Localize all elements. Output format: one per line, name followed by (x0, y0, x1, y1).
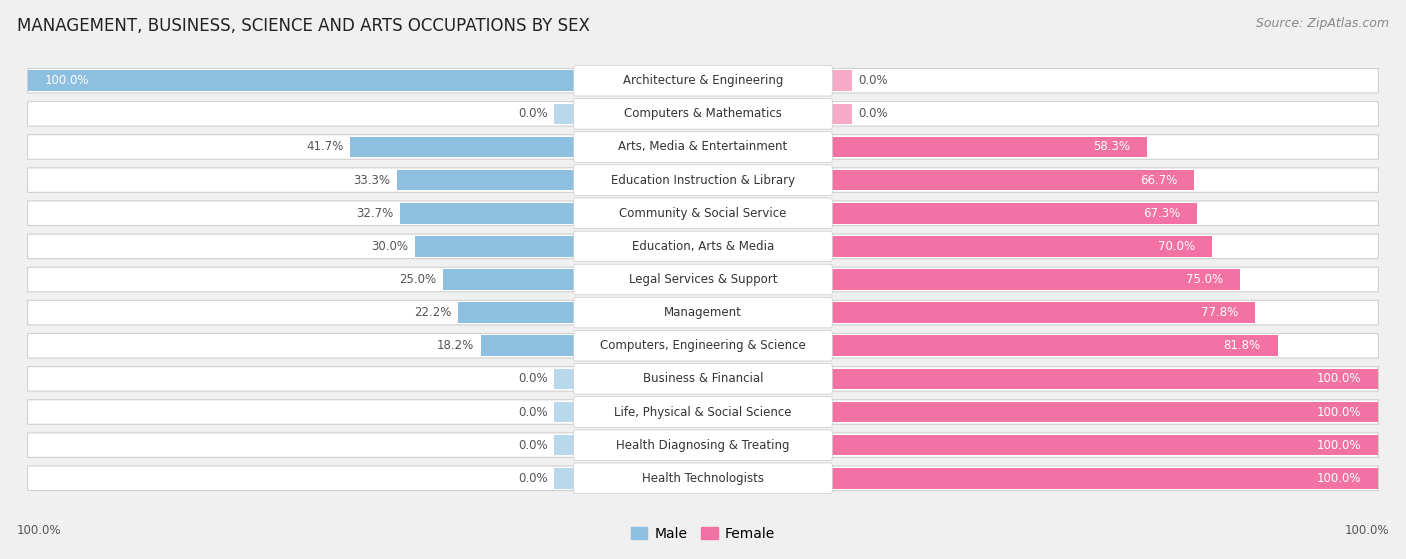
Bar (824, 103, 852, 124)
Text: 0.0%: 0.0% (858, 107, 889, 120)
Text: 0.0%: 0.0% (517, 107, 548, 120)
Text: 100.0%: 100.0% (1317, 439, 1361, 452)
Bar (554, 435, 582, 456)
Bar (824, 137, 1147, 157)
Bar (554, 368, 582, 389)
Text: 0.0%: 0.0% (517, 405, 548, 419)
Text: 75.0%: 75.0% (1185, 273, 1223, 286)
Text: 100.0%: 100.0% (1344, 524, 1389, 537)
Text: Arts, Media & Entertainment: Arts, Media & Entertainment (619, 140, 787, 154)
Text: Business & Financial: Business & Financial (643, 372, 763, 385)
Bar (824, 70, 852, 91)
Text: 30.0%: 30.0% (371, 240, 409, 253)
Text: Community & Social Service: Community & Social Service (619, 207, 787, 220)
Text: 0.0%: 0.0% (858, 74, 889, 87)
FancyBboxPatch shape (574, 364, 832, 394)
FancyBboxPatch shape (28, 367, 1378, 391)
Bar (824, 302, 1256, 323)
FancyBboxPatch shape (574, 231, 832, 262)
Text: Health Technologists: Health Technologists (643, 472, 763, 485)
Bar (824, 203, 1198, 224)
FancyBboxPatch shape (574, 264, 832, 295)
Text: Architecture & Engineering: Architecture & Engineering (623, 74, 783, 87)
Text: 67.3%: 67.3% (1143, 207, 1181, 220)
Bar (350, 137, 582, 157)
Text: 22.2%: 22.2% (415, 306, 451, 319)
Text: Education Instruction & Library: Education Instruction & Library (612, 174, 794, 187)
Bar (824, 402, 1378, 422)
Text: 25.0%: 25.0% (399, 273, 436, 286)
Bar (554, 103, 582, 124)
Text: 41.7%: 41.7% (307, 140, 343, 154)
FancyBboxPatch shape (574, 98, 832, 129)
FancyBboxPatch shape (574, 198, 832, 229)
Bar (401, 203, 582, 224)
FancyBboxPatch shape (574, 430, 832, 461)
Text: MANAGEMENT, BUSINESS, SCIENCE AND ARTS OCCUPATIONS BY SEX: MANAGEMENT, BUSINESS, SCIENCE AND ARTS O… (17, 17, 589, 35)
FancyBboxPatch shape (574, 65, 832, 96)
Bar (481, 335, 582, 356)
Bar (443, 269, 582, 290)
Bar (396, 170, 582, 191)
Text: 33.3%: 33.3% (353, 174, 391, 187)
Text: 70.0%: 70.0% (1159, 240, 1195, 253)
FancyBboxPatch shape (28, 300, 1378, 325)
FancyBboxPatch shape (28, 102, 1378, 126)
Text: Education, Arts & Media: Education, Arts & Media (631, 240, 775, 253)
FancyBboxPatch shape (28, 433, 1378, 457)
FancyBboxPatch shape (574, 132, 832, 162)
Text: Health Diagnosing & Treating: Health Diagnosing & Treating (616, 439, 790, 452)
Text: Computers, Engineering & Science: Computers, Engineering & Science (600, 339, 806, 352)
Text: 100.0%: 100.0% (45, 74, 89, 87)
Text: 81.8%: 81.8% (1223, 339, 1261, 352)
Text: 0.0%: 0.0% (517, 472, 548, 485)
Text: Legal Services & Support: Legal Services & Support (628, 273, 778, 286)
FancyBboxPatch shape (28, 466, 1378, 490)
Text: Life, Physical & Social Science: Life, Physical & Social Science (614, 405, 792, 419)
Text: Computers & Mathematics: Computers & Mathematics (624, 107, 782, 120)
FancyBboxPatch shape (28, 400, 1378, 424)
Text: 58.3%: 58.3% (1094, 140, 1130, 154)
Bar (824, 468, 1378, 489)
FancyBboxPatch shape (574, 397, 832, 427)
Bar (824, 170, 1194, 191)
FancyBboxPatch shape (28, 135, 1378, 159)
Bar (824, 335, 1278, 356)
Text: 100.0%: 100.0% (17, 524, 62, 537)
Bar (554, 402, 582, 422)
Text: 18.2%: 18.2% (437, 339, 474, 352)
Text: 66.7%: 66.7% (1140, 174, 1177, 187)
FancyBboxPatch shape (574, 165, 832, 195)
FancyBboxPatch shape (574, 330, 832, 361)
Text: Source: ZipAtlas.com: Source: ZipAtlas.com (1256, 17, 1389, 30)
FancyBboxPatch shape (28, 234, 1378, 259)
Legend: Male, Female: Male, Female (631, 527, 775, 541)
Text: 32.7%: 32.7% (356, 207, 394, 220)
Text: 77.8%: 77.8% (1201, 306, 1239, 319)
Bar (824, 236, 1212, 257)
Bar (824, 435, 1378, 456)
Bar (824, 368, 1378, 389)
Bar (458, 302, 582, 323)
FancyBboxPatch shape (28, 267, 1378, 292)
FancyBboxPatch shape (574, 463, 832, 494)
Bar (415, 236, 582, 257)
Text: 0.0%: 0.0% (517, 439, 548, 452)
Bar (554, 468, 582, 489)
Text: 0.0%: 0.0% (517, 372, 548, 385)
Bar (28, 70, 582, 91)
FancyBboxPatch shape (28, 201, 1378, 225)
Text: 100.0%: 100.0% (1317, 405, 1361, 419)
Bar (824, 269, 1240, 290)
Text: 100.0%: 100.0% (1317, 472, 1361, 485)
FancyBboxPatch shape (28, 168, 1378, 192)
Text: Management: Management (664, 306, 742, 319)
FancyBboxPatch shape (28, 69, 1378, 93)
Text: 100.0%: 100.0% (1317, 372, 1361, 385)
FancyBboxPatch shape (28, 334, 1378, 358)
FancyBboxPatch shape (574, 297, 832, 328)
